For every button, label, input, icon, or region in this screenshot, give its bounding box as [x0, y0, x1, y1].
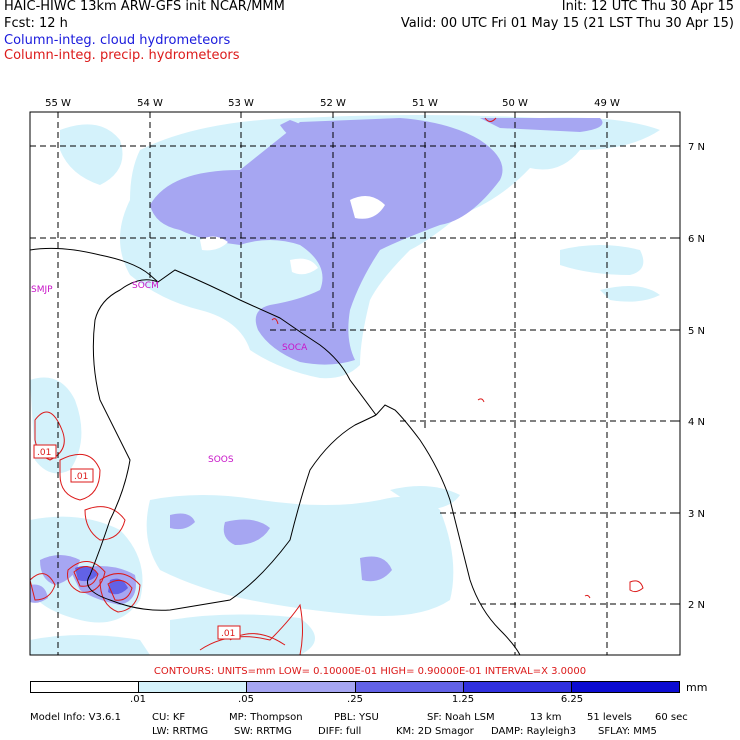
run-title: HAIC-HIWC 13km ARW-GFS init NCAR/MMM	[4, 0, 285, 14]
model-info-item: Model Info: V3.6.1	[30, 712, 121, 723]
colorbar	[30, 681, 680, 693]
colorbar-swatch	[571, 682, 680, 692]
valid-time: Valid: 00 UTC Fri 01 May 15 (21 LST Thu …	[400, 16, 734, 31]
cloud-field-label: Column-integ. cloud hydrometeors	[4, 33, 231, 48]
map-frame	[29, 111, 681, 656]
lon-label: 50 W	[502, 98, 528, 109]
model-info-item: SF: Noah LSM	[427, 712, 495, 723]
colorbar-swatch	[31, 682, 140, 692]
lat-label: 7 N	[688, 142, 705, 153]
forecast-hour: Fcst: 12 h	[4, 16, 68, 31]
precip-field-label: Column-integ. precip. hydrometeors	[4, 48, 240, 63]
lat-label: 3 N	[688, 509, 705, 520]
model-info-item: CU: KF	[152, 712, 186, 723]
colorbar-label: .01	[130, 694, 146, 705]
model-info-item: LW: RRTMG	[152, 726, 209, 737]
lon-label: 51 W	[412, 98, 438, 109]
station-label: SOCM	[132, 281, 159, 291]
model-info-item: 13 km	[530, 712, 562, 723]
station-label: SOCA	[282, 343, 308, 353]
model-info-item: PBL: YSU	[334, 712, 379, 723]
model-info-item: SW: RRTMG	[234, 726, 292, 737]
colorbar-swatch	[139, 682, 248, 692]
coastlines	[30, 247, 521, 655]
model-info-item: SFLAY: MM5	[598, 726, 657, 737]
colorbar-label: 1.25	[451, 694, 475, 705]
colorbar-swatch	[355, 682, 464, 692]
contour-label: .01	[37, 448, 51, 458]
lon-label: 55 W	[45, 98, 71, 109]
lat-label: 4 N	[688, 417, 705, 428]
shading-layer	[30, 115, 660, 655]
colorbar-swatch	[247, 682, 356, 692]
lon-label: 52 W	[320, 98, 346, 109]
lat-label: 5 N	[688, 326, 705, 337]
colorbar-swatch	[463, 682, 572, 692]
model-info-item: KM: 2D Smagor	[396, 726, 474, 737]
model-info-item: DAMP: Rayleigh3	[491, 726, 577, 737]
lon-label: 53 W	[228, 98, 254, 109]
axis-ticks	[57, 112, 680, 605]
model-info-item: DIFF: full	[318, 726, 362, 737]
lat-lon-grid	[30, 112, 680, 655]
contours-legend: CONTOURS: UNITS=mm LOW= 0.10000E-01 HIGH…	[153, 666, 587, 677]
contour-label: .01	[74, 472, 88, 482]
colorbar-unit: mm	[686, 681, 708, 694]
model-info-item: 51 levels	[587, 712, 632, 723]
lat-label: 6 N	[688, 234, 705, 245]
colorbar-label: .05	[238, 694, 254, 705]
station-label: SMJP	[31, 285, 53, 295]
station-label: SOOS	[208, 455, 234, 465]
model-info-item: MP: Thompson	[229, 712, 303, 723]
model-info-item: 60 sec	[655, 712, 688, 723]
colorbar-label: 6.25	[560, 694, 584, 705]
lon-label: 54 W	[137, 98, 163, 109]
colorbar-label: .25	[347, 694, 363, 705]
contour-label: .01	[221, 629, 235, 639]
lat-label: 2 N	[688, 600, 705, 611]
lon-label: 49 W	[594, 98, 620, 109]
init-time: Init: 12 UTC Thu 30 Apr 15	[561, 0, 734, 14]
